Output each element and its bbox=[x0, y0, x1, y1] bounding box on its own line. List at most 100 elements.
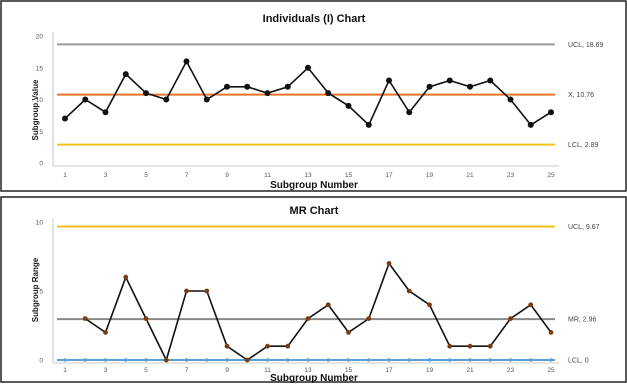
mr-chart-lcl-marker bbox=[447, 358, 452, 362]
mr-chart-y-tick-label: 5 bbox=[39, 289, 43, 296]
mr-chart-limit-label: UCL, 9.67 bbox=[568, 224, 600, 231]
individuals-chart-data-point bbox=[325, 90, 332, 97]
mr-chart-lcl-marker bbox=[184, 358, 189, 362]
mr-chart-data-point bbox=[123, 274, 129, 280]
mr-chart-lcl-marker bbox=[427, 358, 432, 362]
individuals-chart-data-point bbox=[406, 109, 413, 116]
mr-chart-data-point bbox=[366, 316, 372, 321]
mr-chart-data-point bbox=[305, 316, 311, 321]
mr-chart-lcl-marker bbox=[407, 358, 412, 362]
mr-chart-lcl-marker bbox=[123, 358, 128, 362]
mr-chart-lcl-marker bbox=[346, 358, 351, 362]
individuals-chart-data-point bbox=[487, 77, 494, 84]
individuals-chart-data-point bbox=[365, 121, 372, 128]
individuals-chart-data-point bbox=[62, 115, 68, 122]
individuals-chart-data-point bbox=[244, 83, 251, 90]
mr-chart-data-point bbox=[386, 261, 392, 266]
mr-chart-data-point bbox=[204, 288, 210, 294]
individuals-chart-data-point bbox=[224, 83, 230, 90]
individuals-chart-y-tick-label: 5 bbox=[39, 129, 43, 136]
mr-chart-lcl-marker bbox=[366, 358, 371, 362]
mr-chart-title: MR Chart bbox=[290, 205, 339, 217]
individuals-chart-data-point bbox=[163, 96, 170, 103]
individuals-chart-x-tick-label: 25 bbox=[547, 172, 555, 179]
individuals-chart-y-tick-label: 0 bbox=[39, 161, 43, 168]
mr-chart-x-tick-label: 1 bbox=[63, 367, 67, 374]
mr-chart-lcl-marker bbox=[528, 358, 533, 362]
individuals-chart-data-point bbox=[467, 83, 473, 90]
individuals-chart-frame bbox=[0, 0, 627, 192]
mr-chart-x-tick-label: 15 bbox=[345, 367, 353, 374]
mr-chart-data-point bbox=[346, 330, 351, 335]
mr-chart-y-axis-title: Subgroup Range bbox=[31, 257, 40, 322]
individuals-chart-data-point bbox=[203, 96, 210, 103]
individuals-chart-x-tick-label: 13 bbox=[304, 172, 312, 179]
mr-chart-data-point bbox=[447, 343, 453, 349]
mr-chart-limit-label: LCL, 0 bbox=[568, 358, 589, 365]
individuals-chart-data-point bbox=[305, 64, 311, 71]
mr-chart-data-point bbox=[548, 330, 554, 335]
individuals-chart-data-point bbox=[426, 83, 433, 90]
mr-chart-data-point bbox=[244, 357, 250, 363]
mr-chart-lcl-marker bbox=[306, 358, 310, 362]
individuals-chart-limit-label: UCL, 18.69 bbox=[568, 42, 604, 49]
mr-chart-lcl-marker bbox=[508, 358, 513, 362]
individuals-chart-data-point bbox=[345, 102, 352, 109]
individuals-chart-limit-label: LCL, 2.89 bbox=[568, 142, 598, 149]
individuals-chart-data-point bbox=[446, 77, 453, 84]
mr-chart-x-tick-label: 17 bbox=[385, 367, 393, 374]
mr-chart-lcl-marker bbox=[549, 358, 553, 362]
mr-chart-data-point bbox=[163, 357, 169, 363]
mr-chart-y-tick-label: 10 bbox=[36, 220, 44, 227]
mr-chart-data-point bbox=[265, 343, 270, 349]
mr-chart-data-point bbox=[487, 343, 493, 349]
individuals-chart-data-point bbox=[143, 90, 149, 97]
individuals-chart-y-tick-label: 10 bbox=[36, 97, 44, 104]
individuals-chart-x-tick-label: 5 bbox=[144, 172, 148, 179]
mr-chart-lcl-marker bbox=[387, 358, 391, 362]
mr-chart-lcl-marker bbox=[488, 358, 493, 362]
individuals-chart-x-tick-label: 23 bbox=[507, 172, 515, 179]
individuals-chart-y-axis-title: Subgroup Value bbox=[31, 79, 40, 140]
individuals-chart-x-tick-label: 3 bbox=[104, 172, 108, 179]
mr-chart-y-tick-label: 0 bbox=[39, 358, 43, 365]
individuals-chart-x-tick-label: 17 bbox=[385, 172, 393, 179]
mr-chart-data-point bbox=[406, 288, 412, 294]
individuals-chart-data-point bbox=[386, 77, 392, 84]
mr-chart-lcl-marker bbox=[83, 358, 88, 362]
mr-chart-series-line bbox=[84, 261, 552, 363]
mr-chart-data-point bbox=[82, 316, 88, 321]
mr-chart-x-tick-label: 5 bbox=[144, 367, 148, 374]
individuals-chart-x-tick-label: 1 bbox=[63, 172, 67, 179]
mr-chart-x-axis-title: Subgroup Number bbox=[270, 373, 358, 383]
individuals-chart-title: Individuals (I) Chart bbox=[263, 13, 366, 25]
individuals-chart-data-point bbox=[284, 83, 291, 90]
mr-chart-panel: MR Chart Subgroup Number Subgroup Range … bbox=[0, 196, 627, 384]
individuals-chart-panel: Individuals (I) Chart Subgroup Number Su… bbox=[0, 0, 627, 192]
individuals-chart-y-tick-label: 15 bbox=[36, 65, 44, 72]
mr-chart-x-tick-label: 9 bbox=[225, 367, 229, 374]
mr-chart-x-tick-label: 23 bbox=[507, 367, 515, 374]
mr-chart-x-tick-label: 7 bbox=[185, 367, 189, 374]
mr-chart-data-point bbox=[143, 316, 149, 321]
individuals-chart-x-tick-label: 19 bbox=[426, 172, 434, 179]
individuals-chart-x-tick-label: 21 bbox=[466, 172, 474, 179]
mr-chart-lcl-marker bbox=[326, 358, 331, 362]
mr-chart-data-point bbox=[184, 288, 189, 294]
individuals-chart-data-point bbox=[82, 96, 89, 103]
individuals-chart-data-point bbox=[548, 109, 554, 116]
mr-chart-x-tick-label: 25 bbox=[547, 367, 555, 374]
mr-chart-data-point bbox=[103, 330, 108, 335]
mr-chart-lcl-marker bbox=[285, 358, 290, 362]
mr-chart-data-point bbox=[427, 302, 432, 308]
mr-chart-lcl-marker bbox=[265, 358, 270, 362]
mr-chart-x-tick-label: 13 bbox=[304, 367, 312, 374]
mr-chart-lcl-marker bbox=[144, 358, 148, 362]
mr-chart-data-point bbox=[467, 343, 473, 349]
individuals-chart-data-point bbox=[507, 96, 514, 103]
mr-chart-limit-label: MR, 2.96 bbox=[568, 317, 597, 324]
mr-chart-x-tick-label: 3 bbox=[104, 367, 108, 374]
